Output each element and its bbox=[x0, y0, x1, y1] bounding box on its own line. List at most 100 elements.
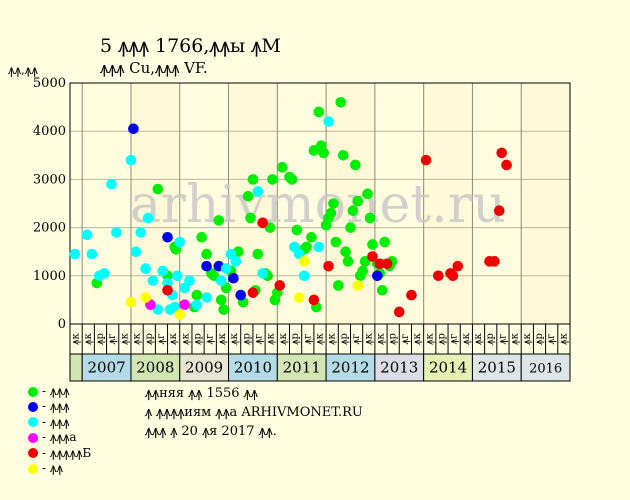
data-point bbox=[308, 294, 320, 306]
data-point bbox=[432, 270, 444, 282]
quarter-label: ꙟк bbox=[327, 332, 338, 344]
quarter-label: ꙟг bbox=[302, 334, 313, 345]
quarter-label: ꙟк bbox=[266, 332, 277, 344]
data-point bbox=[291, 224, 303, 236]
quarter-label: ꙟг bbox=[449, 334, 460, 345]
data-point bbox=[230, 256, 242, 267]
data-point bbox=[301, 241, 312, 253]
data-point bbox=[191, 299, 203, 311]
data-point bbox=[201, 260, 212, 272]
quarter-label: ꙟр bbox=[193, 333, 204, 345]
watermark: arhivmonet.ru bbox=[130, 175, 506, 235]
quarter-label: ꙟг bbox=[205, 334, 216, 345]
year-cell bbox=[69, 353, 83, 382]
data-point bbox=[352, 195, 364, 207]
data-point bbox=[376, 284, 388, 296]
data-point bbox=[174, 309, 186, 320]
chart-subtitle: ꙟꙟꙟ Cu,ꙟꙟꙟ VF. bbox=[100, 59, 208, 77]
quarter-label: ꙟк bbox=[315, 332, 326, 344]
legend-item: - ꙟꙟꙟ bbox=[28, 384, 91, 399]
quarter-label: ꙟк bbox=[363, 332, 374, 344]
quarter-label: ꙟк bbox=[168, 332, 179, 344]
data-point bbox=[323, 116, 334, 127]
quarter-label: ꙟк bbox=[558, 332, 569, 344]
legend-label: - ꙟꙟꙟ bbox=[42, 384, 70, 398]
data-point bbox=[201, 248, 212, 260]
y-axis-label: ꙟꙟ,ꙟꙟ bbox=[8, 63, 38, 77]
quarter-label: ꙟк bbox=[71, 332, 82, 344]
data-point bbox=[201, 292, 212, 303]
quarter-label: ꙟк bbox=[119, 332, 130, 344]
data-point bbox=[235, 289, 247, 301]
quarter-label: ꙟк bbox=[375, 332, 386, 344]
y-tick-label: 1000 bbox=[33, 269, 66, 284]
year-label: 2015 bbox=[478, 359, 516, 377]
data-point bbox=[147, 275, 159, 286]
year-cell bbox=[228, 353, 278, 382]
data-point bbox=[362, 188, 373, 200]
year-band bbox=[82, 83, 131, 324]
year-label: 2009 bbox=[185, 359, 223, 377]
data-point bbox=[493, 205, 505, 217]
data-point bbox=[313, 106, 325, 118]
data-point bbox=[332, 280, 344, 291]
year-band bbox=[228, 83, 278, 324]
data-point bbox=[69, 248, 81, 260]
year-label: 2007 bbox=[87, 359, 125, 377]
year-cell bbox=[81, 353, 132, 382]
year-cell bbox=[471, 353, 522, 382]
data-point bbox=[245, 212, 256, 224]
legend-item: - ꙟꙟꙟа bbox=[28, 430, 91, 445]
data-point bbox=[252, 186, 264, 197]
data-point bbox=[162, 231, 173, 243]
legend: - ꙟꙟꙟ - ꙟꙟꙟ - ꙟꙟꙟ - ꙟꙟꙟа - ꙟꙟꙟꙟꙟБ - ꙟꙟ bbox=[28, 384, 91, 476]
data-point bbox=[447, 270, 459, 282]
data-point bbox=[367, 239, 378, 250]
year-cell bbox=[179, 353, 230, 382]
quarter-label: ꙟр bbox=[144, 333, 155, 345]
quarter-label: ꙟр bbox=[436, 333, 447, 345]
quarter-label: ꙟк bbox=[180, 332, 191, 344]
quarter-label: ꙟр bbox=[388, 333, 399, 345]
chart-title: 5 ꙟꙟꙟ 1766,ꙟꙟы ꙟМ bbox=[100, 35, 281, 57]
quarter-label: ꙟг bbox=[497, 334, 508, 345]
data-point bbox=[252, 248, 264, 260]
legend-item: - ꙟꙟ bbox=[28, 461, 91, 476]
data-point bbox=[357, 265, 368, 277]
data-point bbox=[335, 96, 347, 108]
data-point bbox=[213, 215, 225, 226]
data-point bbox=[157, 265, 168, 277]
data-point bbox=[298, 270, 310, 282]
data-point bbox=[81, 229, 93, 241]
quarter-label: ꙟг bbox=[156, 334, 167, 345]
data-point bbox=[130, 246, 142, 257]
data-point bbox=[452, 260, 464, 272]
data-point bbox=[128, 123, 139, 135]
year-cell bbox=[520, 353, 571, 382]
year-cell bbox=[374, 353, 425, 382]
data-point bbox=[215, 275, 227, 286]
y-tick-label: 0 bbox=[58, 317, 66, 332]
legend-label: - ꙟꙟꙟ bbox=[42, 414, 70, 429]
quarter-row bbox=[69, 323, 571, 355]
quarter-label: ꙟг bbox=[254, 334, 265, 345]
quarter-label: ꙟк bbox=[424, 332, 435, 344]
data-point bbox=[489, 256, 500, 267]
data-point bbox=[286, 174, 298, 185]
data-point bbox=[364, 212, 376, 224]
data-point bbox=[379, 236, 390, 248]
data-point bbox=[318, 147, 329, 159]
year-label: 2010 bbox=[234, 359, 272, 377]
data-point bbox=[293, 292, 305, 303]
data-point bbox=[220, 263, 232, 274]
data-point bbox=[347, 205, 359, 217]
quarter-label: ꙟр bbox=[339, 333, 350, 345]
legend-label: - ꙟꙟꙟꙟꙟБ bbox=[42, 445, 92, 460]
data-point bbox=[306, 231, 317, 243]
year-cell bbox=[130, 353, 181, 382]
data-point bbox=[218, 304, 229, 315]
legend-swatch bbox=[28, 463, 38, 474]
quarter-label: ꙟр bbox=[485, 333, 496, 345]
